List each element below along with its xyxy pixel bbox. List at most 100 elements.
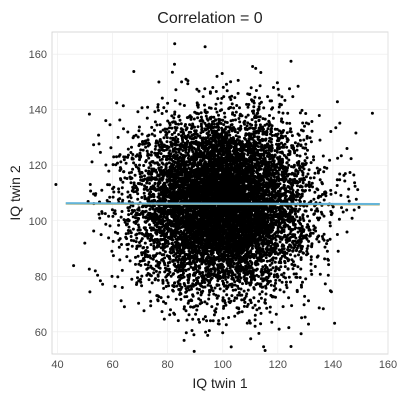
data-point <box>242 304 246 308</box>
data-point <box>120 268 124 272</box>
data-point <box>230 94 234 98</box>
data-point <box>140 196 144 199</box>
data-point <box>302 200 306 203</box>
data-point <box>274 281 277 285</box>
data-point <box>253 95 257 99</box>
data-point <box>149 243 153 247</box>
data-point <box>294 272 298 276</box>
data-point <box>261 265 265 269</box>
data-point <box>259 296 263 300</box>
data-point <box>117 187 121 191</box>
data-point <box>113 284 117 288</box>
data-point <box>148 223 151 227</box>
data-point <box>157 192 161 196</box>
data-point <box>230 294 234 298</box>
data-point <box>99 233 103 237</box>
data-point <box>307 322 310 326</box>
data-point <box>136 223 140 227</box>
data-point <box>253 313 257 317</box>
data-point <box>268 310 272 314</box>
data-point <box>227 316 231 319</box>
data-point <box>304 142 308 146</box>
data-point <box>289 253 292 257</box>
data-point <box>277 105 281 109</box>
data-point <box>262 106 266 110</box>
data-point <box>132 161 136 165</box>
data-point <box>119 160 123 164</box>
data-point <box>251 306 255 310</box>
data-point <box>135 247 139 251</box>
data-point <box>214 293 218 297</box>
data-point <box>232 299 236 303</box>
data-point <box>156 103 160 107</box>
data-point <box>313 171 317 175</box>
data-point <box>311 231 315 235</box>
data-point <box>191 150 195 154</box>
data-point <box>166 295 170 299</box>
data-point <box>150 125 154 129</box>
data-point <box>135 283 138 286</box>
data-point <box>147 156 151 160</box>
data-point <box>288 152 292 156</box>
data-point <box>108 224 112 228</box>
data-point <box>245 321 249 325</box>
data-point <box>195 287 199 291</box>
data-point <box>98 279 102 283</box>
data-point <box>299 267 303 271</box>
data-point <box>195 308 199 312</box>
data-point <box>298 154 302 158</box>
data-point <box>238 293 242 297</box>
data-point <box>266 95 270 99</box>
data-point <box>301 121 305 125</box>
data-point <box>296 84 300 88</box>
data-point <box>136 270 140 274</box>
data-point <box>295 288 299 292</box>
data-point <box>223 111 226 115</box>
data-point <box>155 123 159 127</box>
data-point <box>145 149 149 153</box>
data-point <box>112 190 116 194</box>
data-point <box>120 243 123 246</box>
data-point <box>110 249 114 253</box>
data-point <box>269 176 273 180</box>
data-point <box>309 161 313 165</box>
data-point <box>162 286 166 290</box>
data-point <box>308 234 312 238</box>
data-point <box>335 233 339 236</box>
data-point <box>155 170 159 174</box>
data-point <box>353 184 357 188</box>
data-point <box>280 273 284 277</box>
data-point <box>234 134 238 138</box>
data-point <box>148 290 152 294</box>
data-point <box>251 65 255 68</box>
data-point <box>343 179 347 183</box>
data-point <box>117 245 121 249</box>
data-point <box>340 206 343 210</box>
data-point <box>169 308 172 312</box>
data-point <box>305 249 309 253</box>
data-point <box>370 111 374 115</box>
data-point <box>199 115 203 119</box>
data-point <box>305 134 309 138</box>
data-point <box>290 134 294 138</box>
data-point <box>292 272 296 276</box>
data-point <box>145 116 149 120</box>
data-point <box>295 184 299 188</box>
data-point <box>136 197 140 201</box>
data-point <box>127 225 131 229</box>
data-point <box>197 89 201 93</box>
data-point <box>117 219 120 223</box>
data-point <box>217 319 221 323</box>
data-point <box>282 271 286 275</box>
data-point <box>215 296 219 300</box>
data-point <box>120 286 124 289</box>
data-point <box>293 254 297 258</box>
data-point <box>245 102 249 106</box>
data-point <box>251 126 255 130</box>
data-point <box>278 288 282 292</box>
data-point <box>304 152 307 156</box>
chart-title: Correlation = 0 <box>157 10 262 27</box>
data-point <box>285 131 289 135</box>
data-point <box>168 126 171 130</box>
data-point <box>236 91 240 95</box>
